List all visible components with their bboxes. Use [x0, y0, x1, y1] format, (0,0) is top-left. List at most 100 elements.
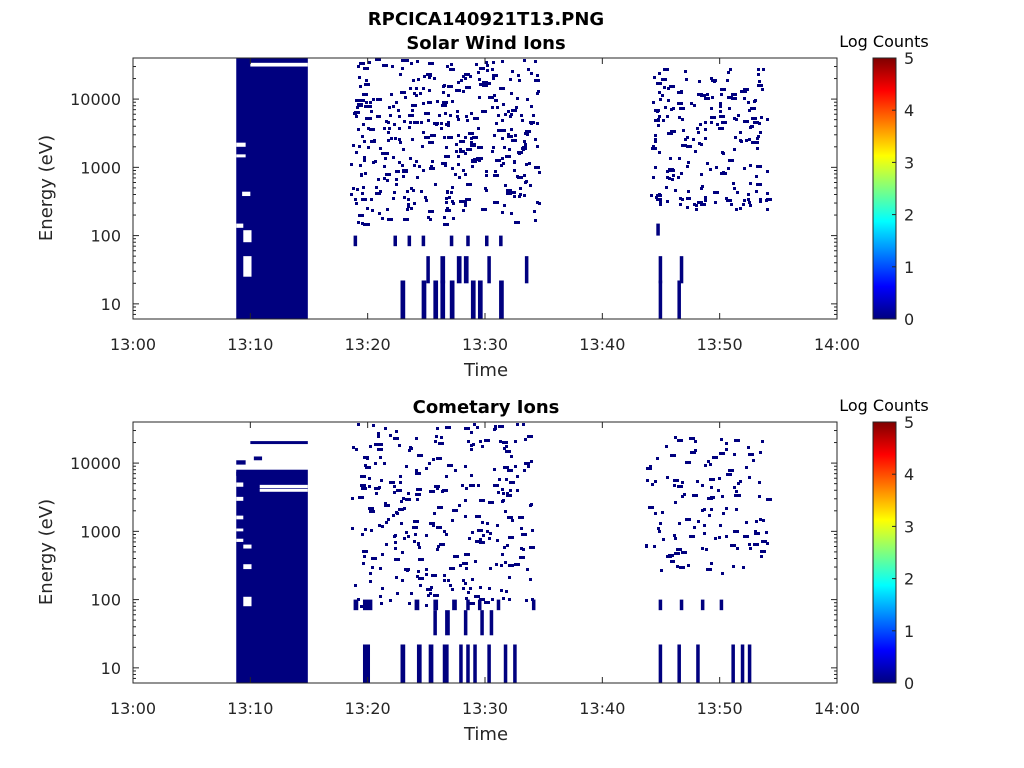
count-bin: [756, 141, 759, 144]
count-bin: [387, 139, 390, 142]
count-column: [433, 610, 437, 636]
x-tick-label: 14:00: [814, 335, 860, 354]
count-bin: [433, 594, 439, 597]
count-bin: [721, 151, 724, 154]
count-bin: [420, 121, 423, 124]
count-bin: [497, 491, 500, 494]
count-column: [421, 280, 427, 319]
count-bin: [659, 522, 662, 525]
count-column: [442, 644, 449, 683]
count-bin: [704, 97, 710, 100]
count-bin: [666, 170, 669, 173]
count-bin: [411, 104, 417, 107]
count-bin: [433, 77, 436, 80]
count-bin: [454, 469, 457, 472]
count-bin: [513, 169, 516, 172]
count-bin: [657, 118, 660, 121]
count-bin: [397, 170, 400, 173]
count-bin: [473, 423, 476, 426]
count-bin: [759, 131, 762, 134]
count-bin: [478, 78, 481, 81]
count-bin: [445, 123, 448, 126]
count-bin: [515, 106, 518, 109]
count-bin: [468, 132, 474, 135]
count-column: [449, 280, 455, 319]
count-bin: [356, 188, 359, 191]
count-bin: [485, 189, 488, 192]
count-bin: [435, 123, 438, 126]
colorbar-tick-label: 5: [904, 413, 914, 432]
count-bin: [522, 146, 525, 149]
count-bin: [405, 498, 411, 501]
count-bin: [757, 73, 760, 76]
count-bin: [418, 546, 421, 549]
y-tick-label: 10: [101, 295, 121, 314]
count-bin: [427, 594, 430, 597]
count-bin: [386, 208, 389, 211]
count-column: [400, 280, 406, 319]
y-axis-label: Energy (eV): [36, 135, 57, 241]
count-bin: [753, 121, 759, 124]
count-bin: [528, 162, 531, 165]
count-bin: [678, 522, 681, 525]
count-bin: [438, 114, 441, 117]
count-bin: [462, 169, 465, 172]
count-bin: [719, 115, 725, 118]
count-bin: [476, 426, 479, 429]
count-column: [477, 599, 482, 611]
count-bin: [751, 141, 757, 144]
count-bin: [465, 487, 468, 490]
colorbar-tick-label: 4: [904, 101, 914, 120]
x-tick-label: 14:00: [814, 699, 860, 718]
count-bin: [414, 533, 417, 536]
count-bin: [479, 83, 485, 86]
count-bin: [733, 453, 736, 456]
count-bin: [760, 555, 763, 558]
count-column: [487, 644, 491, 683]
count-bin: [462, 562, 468, 565]
count-bin: [465, 86, 471, 89]
count-bin: [434, 183, 437, 186]
count-bin: [477, 146, 483, 149]
count-bin: [720, 438, 723, 441]
count-bin: [652, 101, 655, 104]
count-bin: [536, 145, 539, 148]
count-bin: [498, 478, 501, 481]
count-bin: [759, 451, 762, 454]
count-bin: [529, 184, 532, 187]
count-bin: [408, 114, 414, 117]
count-bin: [413, 164, 416, 167]
count-bin: [435, 435, 438, 438]
count-bin: [504, 561, 507, 564]
count-bin: [422, 131, 425, 134]
count-bin: [445, 475, 448, 478]
count-bin: [377, 443, 383, 446]
count-bin: [534, 138, 537, 141]
count-column: [449, 235, 454, 247]
count-bin: [361, 198, 367, 201]
count-bin: [497, 129, 500, 132]
count-bin: [369, 510, 375, 513]
count-bin: [379, 595, 382, 598]
count-bin: [695, 208, 698, 211]
count-bin: [680, 172, 683, 175]
count-bin: [469, 602, 475, 605]
count-bin: [466, 148, 472, 151]
count-bin: [440, 436, 443, 439]
count-bin: [727, 167, 730, 170]
colorbar-label: Log Counts: [839, 32, 929, 51]
count-bin: [488, 587, 491, 590]
count-column: [473, 644, 477, 683]
count-bin: [443, 574, 446, 577]
count-bin: [733, 117, 736, 120]
count-bin: [658, 115, 661, 118]
count-bin: [662, 538, 665, 541]
count-bin: [503, 466, 509, 469]
count-bin: [447, 579, 450, 582]
count-bin: [384, 427, 387, 430]
count-bin: [378, 115, 381, 118]
count-bin: [434, 485, 440, 488]
count-bin: [656, 194, 662, 197]
colorbar-tick-label: 2: [904, 206, 914, 225]
count-bin: [507, 133, 510, 136]
